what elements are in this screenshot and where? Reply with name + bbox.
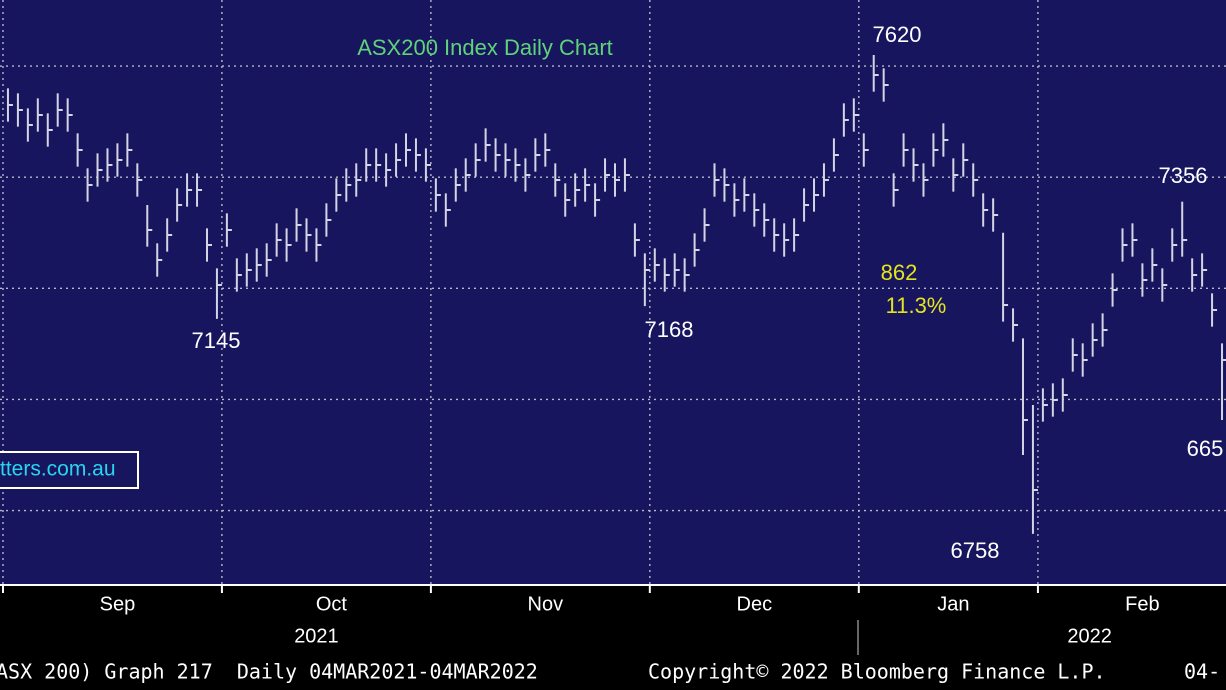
footer-date: 04- (1184, 660, 1220, 684)
watermark: tters.com.au (0, 458, 116, 481)
annotation: 665 (1187, 436, 1224, 461)
x-tick-label: Dec (737, 593, 773, 615)
annotation: 6758 (951, 538, 1000, 563)
annotation: 7145 (192, 328, 241, 353)
footer-copyright: Copyright© 2022 Bloomberg Finance L.P. (648, 660, 1106, 684)
year-label: 2022 (1067, 625, 1112, 647)
x-tick-label: Nov (528, 593, 564, 615)
x-tick-label: Feb (1125, 593, 1159, 615)
plot-area (0, 0, 1226, 585)
x-tick-label: Oct (316, 593, 348, 615)
annotation: 7168 (645, 317, 694, 342)
annotation: 7620 (873, 22, 922, 47)
annotation: 11.3% (886, 293, 947, 318)
annotation: 862 (881, 260, 918, 285)
x-tick-label: Sep (100, 593, 136, 615)
watermark-box (0, 451, 139, 489)
footer-source: ASX 200) Graph 217 Daily 04MAR2021-04MAR… (0, 660, 538, 684)
chart-title: ASX200 Index Daily Chart (357, 35, 613, 60)
annotation: 7356 (1159, 163, 1208, 188)
year-label: 2021 (294, 625, 339, 647)
axis-area (0, 585, 1226, 690)
x-tick-label: Jan (937, 593, 969, 615)
